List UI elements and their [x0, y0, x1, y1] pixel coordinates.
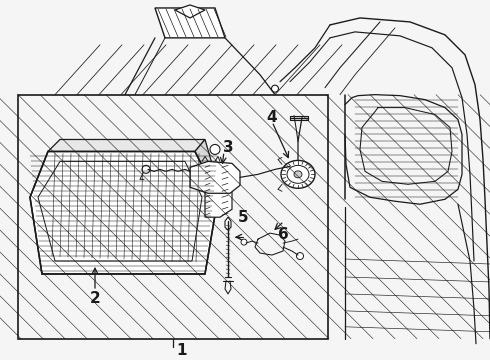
- Bar: [18, 95, 328, 339]
- Circle shape: [142, 165, 150, 174]
- Text: 4: 4: [267, 110, 277, 125]
- Text: 3: 3: [222, 140, 233, 155]
- Polygon shape: [30, 152, 218, 274]
- Text: 5: 5: [238, 210, 248, 225]
- Text: 2: 2: [90, 291, 100, 306]
- Polygon shape: [48, 139, 205, 152]
- Polygon shape: [190, 161, 240, 193]
- Circle shape: [271, 85, 278, 92]
- Polygon shape: [225, 217, 231, 230]
- Polygon shape: [175, 5, 205, 18]
- Circle shape: [241, 239, 247, 245]
- Ellipse shape: [294, 171, 302, 178]
- Circle shape: [210, 144, 220, 154]
- Bar: [18, 95, 328, 339]
- Ellipse shape: [281, 161, 315, 188]
- Polygon shape: [195, 139, 218, 197]
- Circle shape: [296, 253, 303, 260]
- Polygon shape: [155, 8, 225, 38]
- Text: 1: 1: [177, 343, 187, 358]
- Circle shape: [289, 163, 295, 170]
- Text: 6: 6: [278, 227, 289, 242]
- Polygon shape: [205, 165, 232, 217]
